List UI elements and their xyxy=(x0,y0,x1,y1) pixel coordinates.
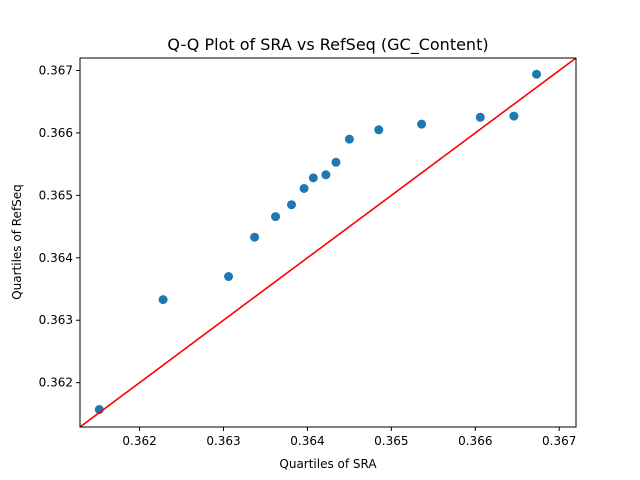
data-point-4 xyxy=(250,232,260,242)
x-tick-label-5: 0.366 xyxy=(458,434,492,448)
y-tick-label-1: 0.362 xyxy=(39,376,73,390)
axes-frame xyxy=(79,57,577,428)
data-point-15 xyxy=(509,111,519,121)
data-point-10 xyxy=(331,157,341,167)
x-tick-label-3: 0.364 xyxy=(290,434,324,448)
data-point-2 xyxy=(158,295,168,305)
data-point-6 xyxy=(286,200,296,210)
y-tick-label-3: 0.364 xyxy=(39,251,73,265)
chart-title: Q-Q Plot of SRA vs RefSeq (GC_Content) xyxy=(167,35,488,55)
y-tick-label-5: 0.366 xyxy=(39,126,73,140)
reference-line xyxy=(80,58,576,427)
x-tick-label-2: 0.363 xyxy=(206,434,240,448)
x-tick-label-6: 0.367 xyxy=(542,434,576,448)
data-point-3 xyxy=(224,272,234,282)
x-axis-label: Quartiles of SRA xyxy=(279,457,377,471)
y-axis-label: Quartiles of RefSeq xyxy=(10,184,24,300)
data-point-5 xyxy=(271,212,281,222)
data-point-11 xyxy=(344,134,354,144)
plot-area: 0.362 0.363 0.364 0.365 0.366 0.367 0.362 0.363… xyxy=(39,57,577,448)
x-tick-label-4: 0.365 xyxy=(374,434,408,448)
y-tick-label-4: 0.365 xyxy=(39,188,73,202)
data-point-8 xyxy=(308,173,318,183)
data-point-14 xyxy=(475,112,485,122)
data-point-9 xyxy=(321,170,331,180)
data-point-7 xyxy=(299,183,309,193)
y-tick-label-2: 0.363 xyxy=(39,313,73,327)
data-point-16 xyxy=(532,69,542,79)
data-point-12 xyxy=(374,125,384,135)
x-tick-label-1: 0.362 xyxy=(122,434,156,448)
y-tick-label-6: 0.367 xyxy=(39,63,73,77)
data-point-13 xyxy=(417,119,427,129)
